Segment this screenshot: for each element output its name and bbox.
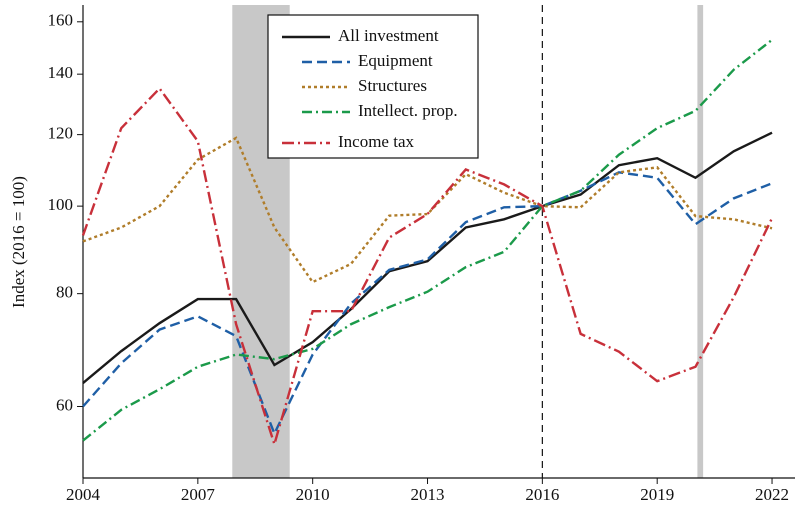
x-tick-label: 2004: [66, 485, 101, 504]
x-tick-label: 2010: [296, 485, 330, 504]
y-tick-label: 100: [48, 195, 74, 214]
y-tick-label: 160: [48, 11, 74, 30]
y-axis-label: Index (2016 = 100): [9, 176, 28, 308]
y-tick-label: 60: [56, 395, 73, 414]
legend-label: Income tax: [338, 132, 414, 151]
x-tick-label: 2013: [411, 485, 445, 504]
legend-label: Equipment: [358, 51, 433, 70]
x-tick-label: 2022: [755, 485, 789, 504]
y-tick-label: 140: [48, 63, 74, 82]
legend-label: Structures: [358, 76, 427, 95]
x-tick-label: 2016: [525, 485, 559, 504]
series-line: [81, 86, 774, 449]
series-line: [82, 38, 773, 442]
y-tick-label: 120: [48, 124, 74, 143]
x-tick-label: 2007: [181, 485, 216, 504]
legend-label: All investment: [338, 26, 439, 45]
series-line: [82, 136, 773, 284]
recession-band: [697, 5, 704, 478]
y-tick-label: 80: [56, 283, 73, 302]
legend-label: Intellect. prop.: [358, 101, 458, 120]
series-line: [82, 171, 773, 437]
x-tick-label: 2019: [640, 485, 674, 504]
series-line: [82, 131, 773, 384]
